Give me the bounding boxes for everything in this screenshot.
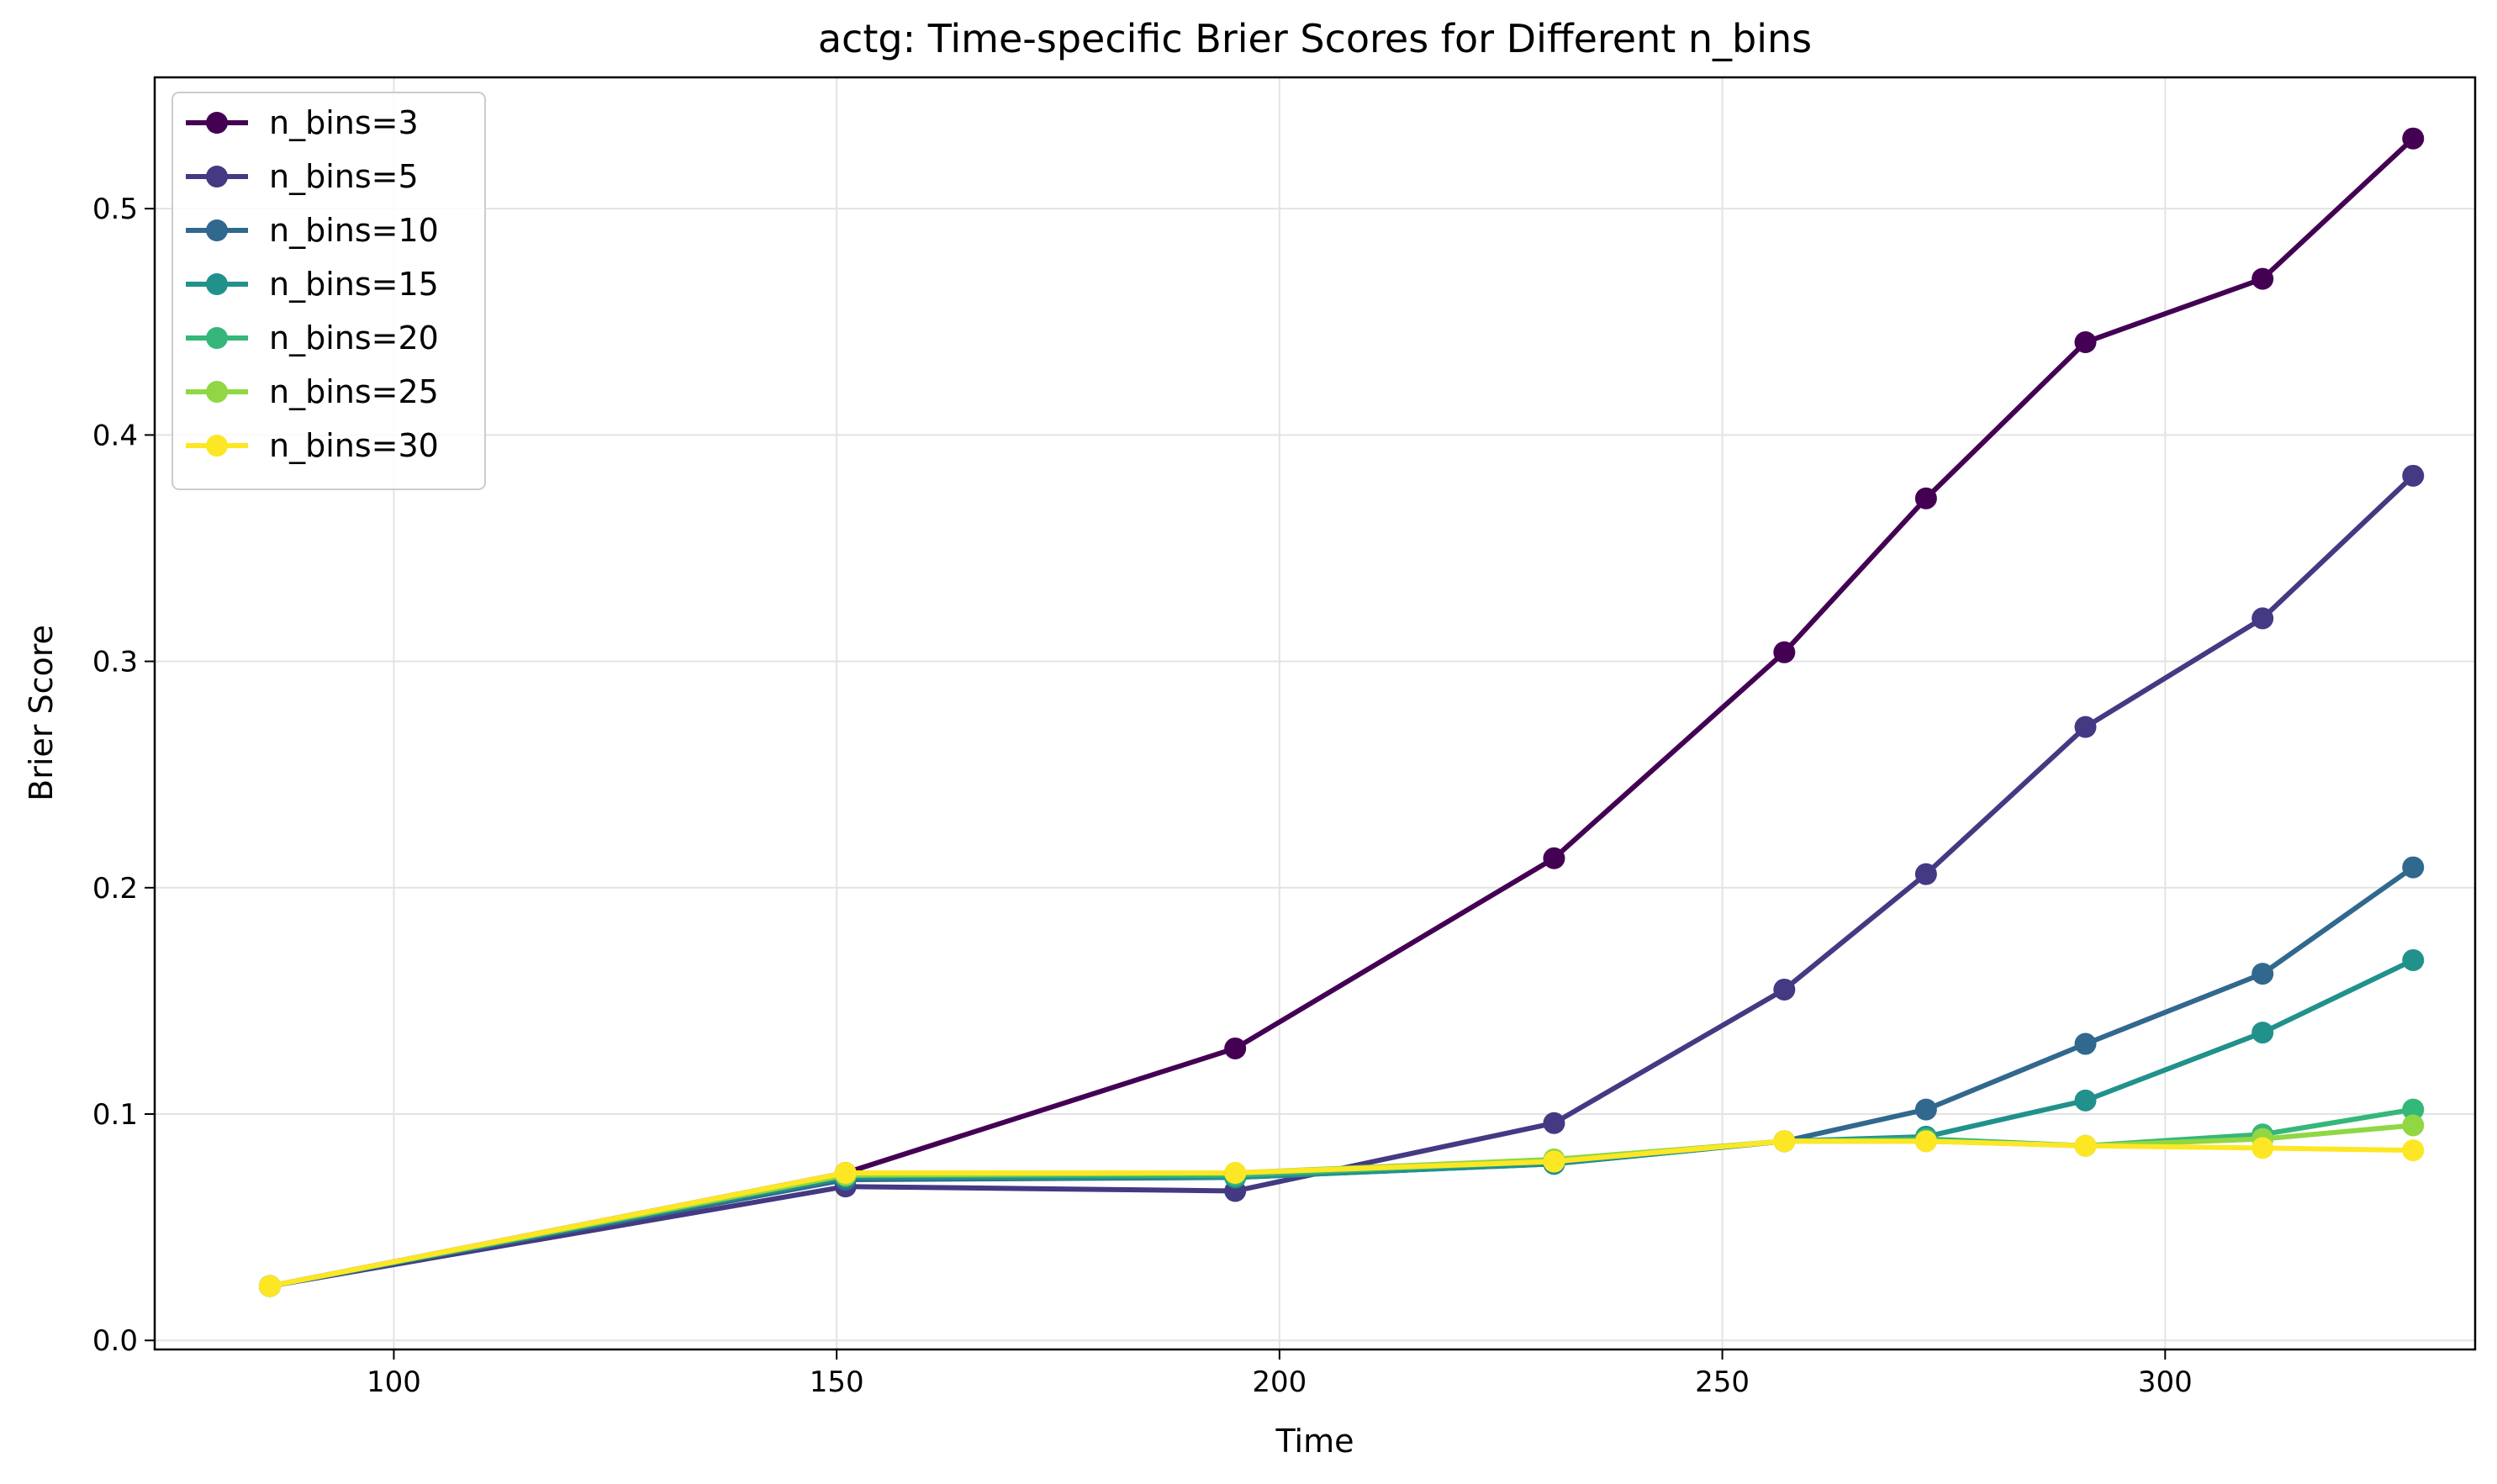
plot-frame	[153, 76, 2477, 1351]
legend-swatch-marker	[206, 112, 228, 134]
legend-item: n_bins=15	[186, 266, 439, 303]
y-tick-label: 0.5	[92, 193, 138, 226]
data-point	[1543, 847, 1565, 869]
y-tick-label: 0.1	[92, 1098, 138, 1132]
x-tick-label: 250	[1695, 1365, 1750, 1399]
data-point	[1914, 863, 1937, 885]
data-point	[2252, 267, 2274, 290]
data-point	[1773, 1130, 1796, 1153]
legend-item: n_bins=3	[186, 104, 419, 141]
legend-swatch-marker	[206, 273, 228, 295]
data-point	[2402, 1114, 2425, 1137]
y-tick-label: 0.2	[92, 872, 138, 906]
x-tick-label: 300	[2138, 1365, 2193, 1399]
x-tick-label: 200	[1252, 1365, 1307, 1399]
data-point	[1914, 487, 1937, 510]
data-point	[2074, 1032, 2097, 1055]
legend-label: n_bins=25	[269, 373, 439, 410]
legend: n_bins=3 n_bins=5 n_bins=10 n_bins=15 n_bins…	[172, 92, 486, 490]
legend-label: n_bins=10	[269, 212, 439, 249]
data-point	[1914, 1098, 1937, 1121]
x-axis-label: Time	[1275, 1423, 1354, 1460]
data-point	[1224, 1162, 1247, 1185]
series-layer	[258, 127, 2425, 1297]
data-point	[2074, 1089, 2097, 1112]
data-point	[2252, 1022, 2274, 1044]
data-point	[834, 1162, 857, 1185]
ticks: 100 150 200 250 300 0.0 0.1 0.2 0.3 0.4 0.5	[92, 193, 2193, 1399]
data-point	[2402, 1139, 2425, 1162]
data-point	[2252, 607, 2274, 630]
legend-swatch-marker	[206, 327, 228, 349]
legend-swatch-marker	[206, 381, 228, 403]
data-point	[2402, 464, 2425, 487]
legend-swatch-marker	[206, 435, 228, 457]
y-tick-label: 0.0	[92, 1324, 138, 1358]
legend-swatch-marker	[206, 219, 228, 241]
data-point	[2252, 963, 2274, 985]
data-point	[2402, 948, 2425, 971]
data-point	[2402, 127, 2425, 150]
y-tick-label: 0.4	[92, 419, 138, 452]
legend-label: n_bins=20	[269, 320, 439, 356]
data-point	[2402, 856, 2425, 879]
series-n-bins-30	[258, 1130, 2425, 1297]
data-point	[2402, 1098, 2425, 1121]
data-point	[2074, 1134, 2097, 1157]
data-point	[1543, 1112, 1565, 1134]
x-tick-label: 100	[367, 1365, 421, 1399]
data-point	[1773, 978, 1796, 1001]
legend-label: n_bins=3	[269, 104, 419, 141]
legend-label: n_bins=5	[269, 158, 419, 195]
y-tick-label: 0.3	[92, 646, 138, 679]
data-point	[1773, 641, 1796, 663]
legend-swatch-marker	[206, 166, 228, 187]
legend-box	[172, 92, 486, 490]
data-point	[2074, 716, 2097, 738]
x-tick-label: 150	[810, 1365, 864, 1399]
legend-label: n_bins=30	[269, 427, 439, 464]
legend-item: n_bins=20	[186, 320, 439, 356]
chart-title: actg: Time-specific Brier Scores for Dif…	[818, 16, 1812, 61]
legend-item: n_bins=5	[186, 158, 419, 195]
data-point	[1914, 1130, 1937, 1153]
legend-item: n_bins=25	[186, 373, 439, 410]
data-point	[2074, 330, 2097, 353]
legend-item: n_bins=30	[186, 427, 439, 464]
legend-item: n_bins=10	[186, 212, 439, 249]
data-point	[1543, 1150, 1565, 1173]
legend-label: n_bins=15	[269, 266, 439, 303]
y-axis-label: Brier Score	[23, 625, 60, 801]
grid	[155, 77, 2475, 1349]
data-point	[258, 1275, 281, 1297]
data-point	[2252, 1137, 2274, 1159]
data-point	[1224, 1037, 1247, 1059]
